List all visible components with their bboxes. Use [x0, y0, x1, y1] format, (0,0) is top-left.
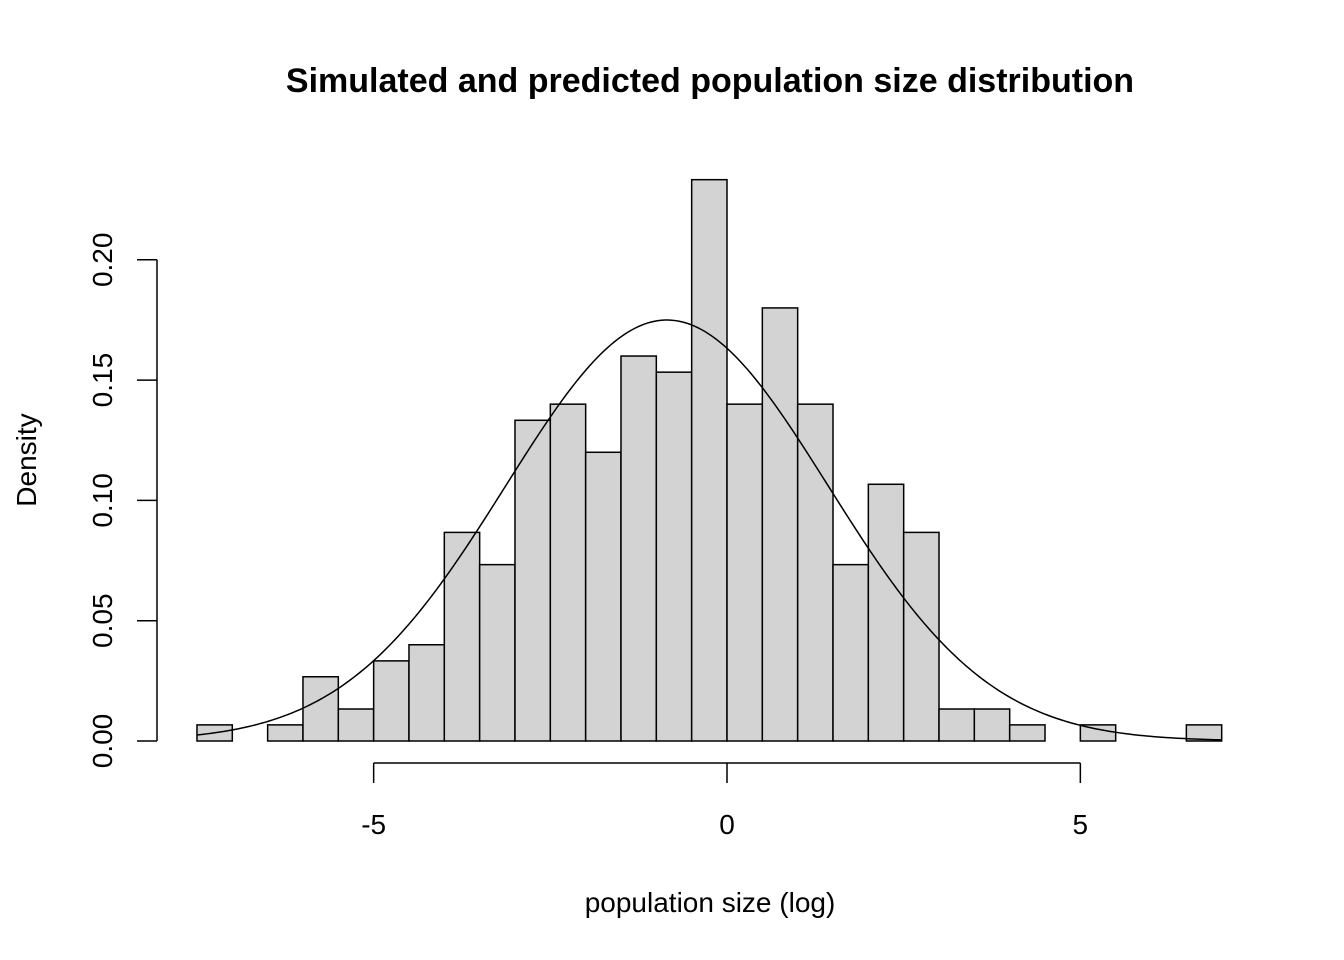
histogram-bar-12: [620, 355, 658, 742]
x-axis: -5 0 5: [361, 762, 1089, 840]
histogram-bar-9: [514, 419, 552, 742]
histogram-bar-13: [655, 371, 693, 742]
histogram-bar-22: [973, 708, 1011, 742]
histogram-bar-15: [726, 403, 764, 742]
histogram-bar-11: [584, 451, 622, 742]
y-axis-label: Density: [11, 413, 42, 506]
histogram-bar-16: [761, 307, 799, 742]
histogram-bar-23: [1008, 724, 1046, 742]
chart-title: Simulated and predicted population size …: [286, 62, 1134, 100]
histogram-bars: [196, 178, 1223, 742]
histogram-bar-7: [443, 531, 481, 742]
histogram-bar-6: [408, 644, 446, 742]
histogram-bar-4: [337, 708, 375, 742]
histogram-bar-3: [302, 676, 340, 742]
x-tick-label-0: -5: [361, 809, 386, 840]
x-axis-label: population size (log): [585, 887, 836, 918]
histogram-bar-17: [796, 403, 834, 742]
histogram-bar-28: [1185, 724, 1223, 742]
y-tick-label-4: 0.20: [87, 233, 118, 288]
histogram-bar-19: [867, 483, 905, 742]
histogram-bar-5: [372, 660, 410, 742]
y-tick-label-0: 0.00: [87, 714, 118, 769]
density-curve: [196, 319, 1222, 741]
y-tick-label-1: 0.05: [87, 593, 118, 648]
x-tick-label-1: 0: [719, 809, 735, 840]
y-tick-label-2: 0.10: [87, 473, 118, 528]
y-axis: 0.00 0.05 0.10 0.15 0.20: [87, 233, 158, 769]
y-tick-label-3: 0.15: [87, 353, 118, 408]
histogram-bar-20: [902, 531, 940, 742]
histogram-bar-10: [549, 403, 587, 742]
histogram-bar-2: [266, 724, 304, 742]
x-tick-label-2: 5: [1073, 809, 1089, 840]
histogram-bar-18: [832, 563, 870, 742]
histogram-bar-21: [938, 708, 976, 742]
histogram-bar-14: [690, 178, 728, 742]
histogram-bar-8: [478, 563, 516, 742]
